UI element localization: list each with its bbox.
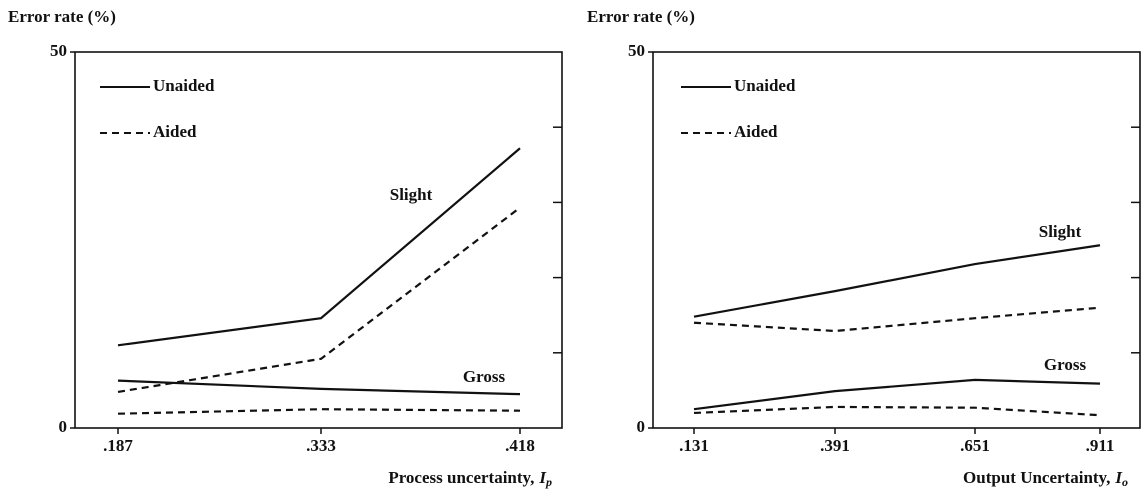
y-axis-label: Error rate (%) xyxy=(8,7,116,26)
plot-frame xyxy=(652,51,1141,429)
group-label: Slight xyxy=(390,185,433,204)
x-tick-label: .131 xyxy=(679,436,709,455)
series-line xyxy=(117,147,521,347)
x-axis-label-text: Process uncertainty, xyxy=(388,468,534,487)
legend-label: Unaided xyxy=(734,76,796,95)
series-line xyxy=(117,379,521,396)
x-tick-label: .651 xyxy=(960,436,990,455)
x-tick-label: .418 xyxy=(505,436,535,455)
series-line xyxy=(693,405,1101,417)
x-tick-label: .911 xyxy=(1086,436,1115,455)
legend-label: Aided xyxy=(153,122,197,141)
y-tick-label: 0 xyxy=(59,417,68,436)
series-line xyxy=(693,306,1101,333)
series-line xyxy=(117,408,521,415)
y-axis-label: Error rate (%) xyxy=(587,7,695,26)
legend-label: Aided xyxy=(734,122,778,141)
x-tick-label: .333 xyxy=(306,436,336,455)
series-line xyxy=(117,206,521,393)
series-line xyxy=(693,378,1101,411)
x-axis-symbol: I xyxy=(538,468,547,487)
legend-label: Unaided xyxy=(153,76,215,95)
plot-frame xyxy=(74,51,563,429)
x-axis-label-text: Output Uncertainty, xyxy=(963,468,1110,487)
x-axis-symbol-sub: o xyxy=(1122,475,1128,489)
y-tick-label: 50 xyxy=(628,41,645,60)
y-tick-label: 50 xyxy=(50,41,67,60)
x-axis-label: Process uncertainty, Ip xyxy=(388,468,552,489)
x-axis-symbol-sub: p xyxy=(545,475,552,489)
group-label: Gross xyxy=(463,367,506,386)
series-line xyxy=(693,244,1101,318)
x-axis-symbol: I xyxy=(1114,468,1123,487)
y-tick-label: 0 xyxy=(637,417,646,436)
x-tick-label: .391 xyxy=(820,436,850,455)
group-label: Gross xyxy=(1044,355,1087,374)
group-label: Slight xyxy=(1039,222,1082,241)
x-axis-label: Output Uncertainty, Io xyxy=(963,468,1128,489)
x-tick-label: .187 xyxy=(103,436,133,455)
